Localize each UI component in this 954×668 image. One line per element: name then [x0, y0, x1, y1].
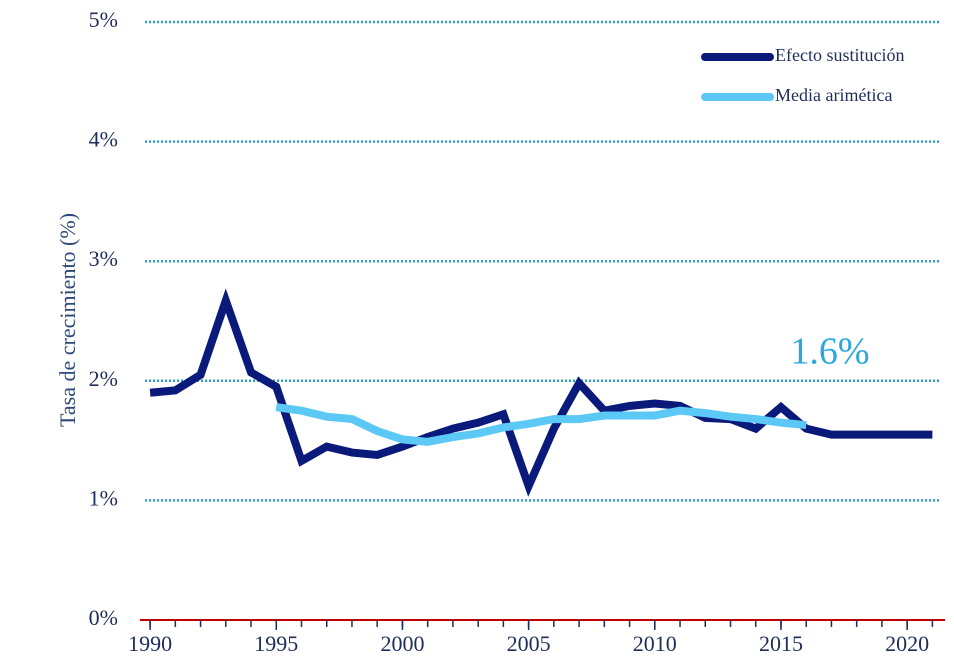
legend-label: Efecto sustitución [775, 45, 904, 65]
y-tick-label: 5% [89, 7, 118, 32]
y-tick-label: 4% [89, 127, 118, 152]
y-tick-label: 3% [89, 246, 118, 271]
series-line [149, 288, 933, 497]
y-axis-label: Tasa de crecimiento (%) [55, 213, 80, 427]
x-tick-label: 2015 [759, 631, 803, 656]
legend-label: Media arimética [775, 85, 892, 105]
annotation: 1.6% [790, 331, 869, 373]
series-line [275, 403, 807, 446]
y-tick-label: 1% [89, 485, 118, 510]
x-tick-label: 2000 [380, 631, 424, 656]
x-tick-label: 1990 [128, 631, 172, 656]
y-tick-label: 2% [89, 366, 118, 391]
x-tick-label: 2005 [507, 631, 551, 656]
y-tick-label: 0% [89, 605, 118, 630]
x-tick-label: 1995 [254, 631, 298, 656]
x-tick-label: 2010 [633, 631, 677, 656]
x-tick-label: 2020 [885, 631, 929, 656]
